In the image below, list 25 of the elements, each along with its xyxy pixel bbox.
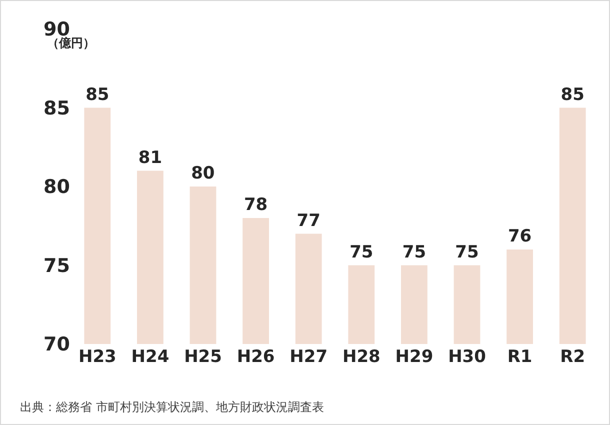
x-tick-label: H28 xyxy=(342,347,380,367)
data-label: 81 xyxy=(138,148,162,168)
data-label: 75 xyxy=(402,242,426,262)
y-tick-label: 75 xyxy=(44,254,70,277)
data-label: 75 xyxy=(455,242,479,262)
x-tick-label: H26 xyxy=(236,347,275,367)
source-note: 出典：総務省 市町村別決算状況調、地方財政状況調査表 xyxy=(20,400,324,414)
x-tick-label: R2 xyxy=(560,347,586,367)
data-label: 75 xyxy=(350,242,374,262)
data-label: 77 xyxy=(296,210,320,231)
data-label: 85 xyxy=(86,84,110,105)
x-tick-label: H30 xyxy=(448,347,486,367)
data-label: 85 xyxy=(560,84,584,105)
y-tick-label: 80 xyxy=(44,176,70,198)
y-tick-label: 85 xyxy=(44,97,70,120)
x-tick-label: H27 xyxy=(290,347,328,367)
x-tick-label: H29 xyxy=(395,347,434,367)
data-label: 78 xyxy=(244,195,268,215)
data-label: 76 xyxy=(508,226,532,246)
x-tick-label: R1 xyxy=(507,347,532,367)
x-tick-label: H24 xyxy=(131,347,170,367)
y-tick-label: 70 xyxy=(44,334,70,356)
x-tick-label: H25 xyxy=(184,347,222,367)
data-label: 80 xyxy=(191,164,215,184)
x-tick-label: H23 xyxy=(78,347,116,367)
